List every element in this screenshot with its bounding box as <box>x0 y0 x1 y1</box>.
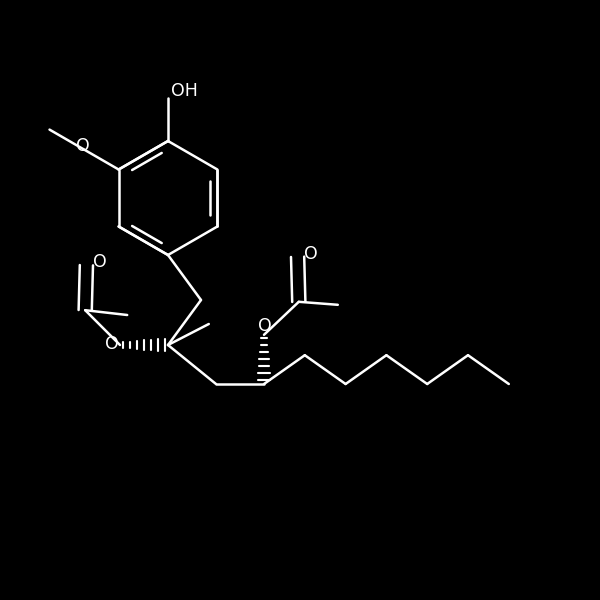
Text: O: O <box>304 245 317 263</box>
Text: O: O <box>258 317 271 335</box>
Text: OH: OH <box>172 82 198 100</box>
Text: O: O <box>93 253 106 271</box>
Text: O: O <box>105 335 118 353</box>
Text: O: O <box>76 137 90 155</box>
